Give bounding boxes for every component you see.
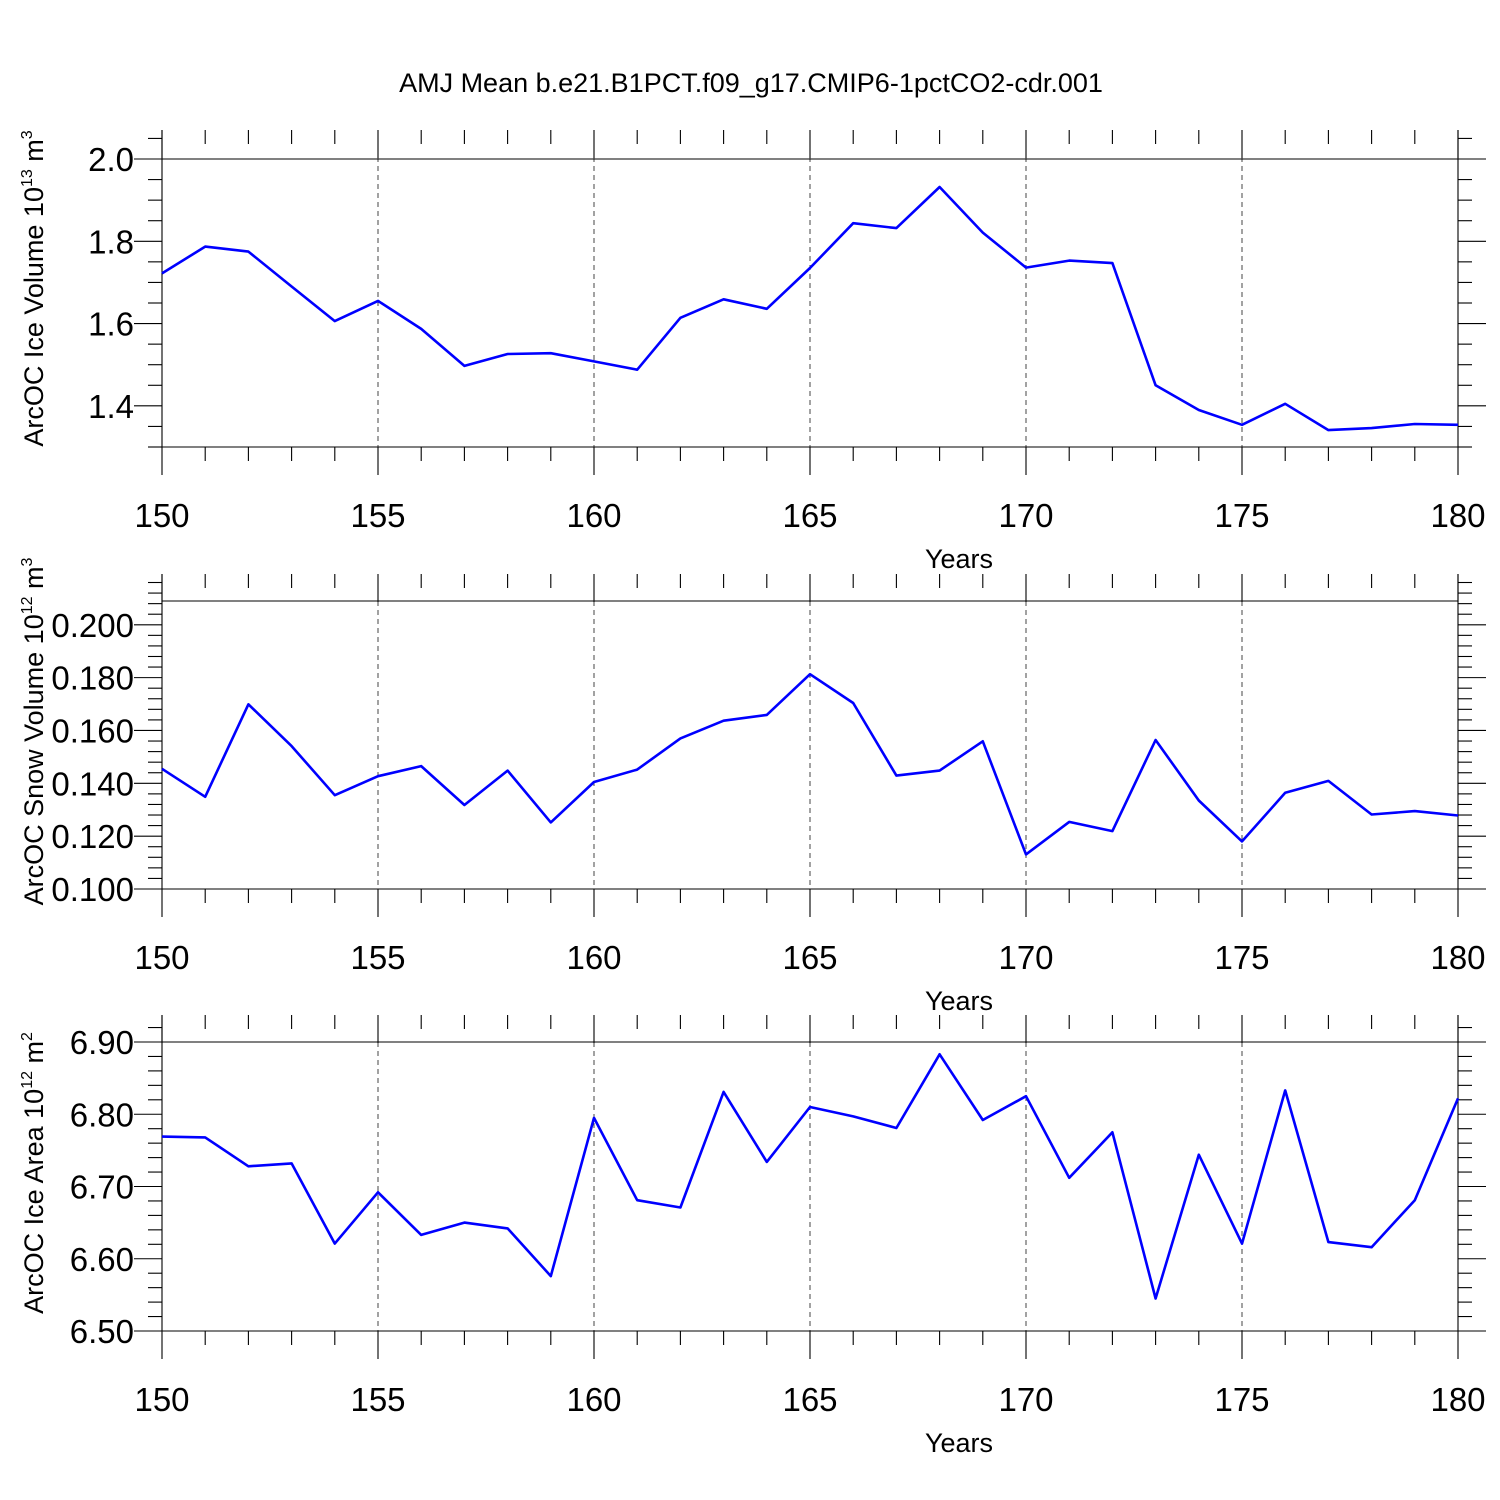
y-tick-label: 0.100 <box>51 871 134 908</box>
x-tick-label: 165 <box>782 1381 837 1418</box>
x-tick-label: 165 <box>782 497 837 534</box>
x-tick-label: 180 <box>1430 939 1485 976</box>
y-tick-label: 1.4 <box>88 388 134 425</box>
panel-snow-volume: 150 155 160 165 170 175 180 0.100 0.120 0.140 0.16… <box>19 557 1486 1016</box>
panel-ice-area: 150 155 160 165 170 175 180 6.50 6.60 6.70 6.80 6.9… <box>19 1015 1486 1458</box>
series-line <box>161 185 1459 432</box>
x-axis-label: Years <box>925 986 993 1016</box>
y-axis-label-unit-exponent: 2 <box>19 1032 36 1041</box>
y-axis-label-unit-exponent: 3 <box>19 557 36 566</box>
x-tick-label: 165 <box>782 939 837 976</box>
y-tick-label: 6.50 <box>70 1313 134 1350</box>
x-tick-label: 175 <box>1214 939 1269 976</box>
y-tick-label: 6.70 <box>70 1169 134 1206</box>
y-axis-label-main: ArcOC Ice Volume 10 <box>19 187 49 447</box>
y-axis-label: ArcOC Ice Volume 1013 m3 <box>19 130 49 446</box>
x-tick-label: 160 <box>566 939 621 976</box>
y-tick-label: 0.140 <box>51 765 134 802</box>
x-tick-label: 155 <box>350 497 405 534</box>
x-tick-label: 175 <box>1214 1381 1269 1418</box>
y-tick-label: 6.90 <box>70 1024 134 1061</box>
y-axis-label-main: ArcOC Snow Volume 10 <box>19 614 49 905</box>
y-axis-label-unit-exponent: 3 <box>19 130 36 139</box>
x-axis-label: Years <box>925 544 993 574</box>
x-tick-label: 170 <box>998 1381 1053 1418</box>
x-tick-label: 175 <box>1214 497 1269 534</box>
series-line <box>161 672 1459 856</box>
y-axis-label-exponent: 13 <box>19 169 36 187</box>
y-axis-label-exponent: 12 <box>19 1071 36 1089</box>
y-tick-label: 0.120 <box>51 818 134 855</box>
series-line <box>161 1053 1460 1300</box>
y-tick-label: 0.200 <box>51 607 134 644</box>
y-axis-label-main: ArcOC Ice Area 10 <box>19 1089 49 1314</box>
x-tick-label: 150 <box>134 939 189 976</box>
x-tick-label: 155 <box>350 939 405 976</box>
x-tick-label: 160 <box>566 1381 621 1418</box>
x-tick-label: 170 <box>998 497 1053 534</box>
x-tick-label: 150 <box>134 497 189 534</box>
y-axis-label-unit: m <box>19 566 49 596</box>
figure-title: AMJ Mean b.e21.B1PCT.f09_g17.CMIP6-1pctC… <box>399 68 1103 98</box>
panel-ice-volume: 150 155 160 165 170 175 180 1.4 1.6 1.8 2.0 Years Ar… <box>19 130 1486 574</box>
x-tick-label: 180 <box>1430 1381 1485 1418</box>
y-tick-label: 2.0 <box>88 141 134 178</box>
y-axis-label-unit: m <box>19 1041 49 1071</box>
y-axis-label: ArcOC Snow Volume 1012 m3 <box>19 557 49 905</box>
y-tick-label: 0.160 <box>51 712 134 749</box>
y-tick-label: 1.8 <box>88 223 134 260</box>
y-tick-label: 6.60 <box>70 1241 134 1278</box>
y-tick-label: 6.80 <box>70 1096 134 1133</box>
x-tick-label: 170 <box>998 939 1053 976</box>
x-tick-label: 180 <box>1430 497 1485 534</box>
y-axis-label-exponent: 12 <box>19 596 36 614</box>
y-axis-label: ArcOC Ice Area 1012 m2 <box>19 1032 49 1314</box>
x-tick-label: 155 <box>350 1381 405 1418</box>
x-tick-label: 150 <box>134 1381 189 1418</box>
x-axis-label: Years <box>925 1428 993 1458</box>
y-axis-label-unit: m <box>19 139 49 169</box>
y-tick-label: 0.180 <box>51 660 134 697</box>
x-tick-label: 160 <box>566 497 621 534</box>
y-tick-label: 1.6 <box>88 306 134 343</box>
